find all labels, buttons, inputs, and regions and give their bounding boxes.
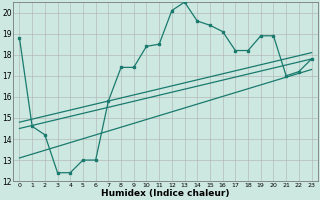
X-axis label: Humidex (Indice chaleur): Humidex (Indice chaleur) — [101, 189, 230, 198]
